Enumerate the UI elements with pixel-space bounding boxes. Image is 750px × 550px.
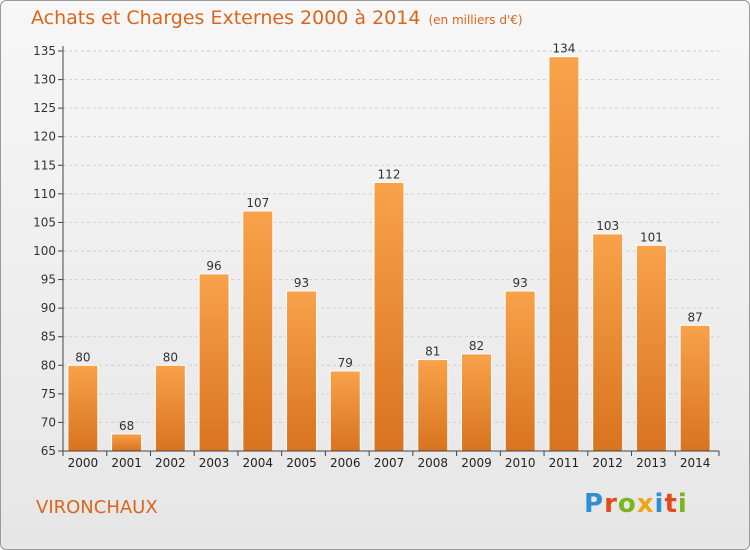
bar [592,233,624,452]
y-tick-label: 85 [41,330,56,344]
bar-value-label: 93 [294,276,309,290]
bar-value-label: 107 [246,196,269,210]
bar-value-label: 112 [378,167,401,181]
bar-value-label: 101 [640,230,663,244]
logo-letter: P [584,489,605,519]
y-tick-label: 65 [41,444,56,458]
x-tick-label: 2003 [199,456,230,470]
bar-value-label: 81 [425,345,440,359]
logo-letter: i [677,489,688,519]
logo-letter: x [636,489,655,519]
chart-title: Achats et Charges Externes 2000 à 2014 [31,7,421,29]
bar [329,370,361,452]
bar-value-label: 87 [687,310,702,324]
chart-unit: (en milliers d'€) [428,13,523,27]
bar [635,244,667,452]
bar-value-label: 134 [552,42,575,56]
y-tick-label: 100 [33,244,56,258]
bar-value-label: 79 [338,356,353,370]
y-tick-label: 115 [33,158,56,172]
bar [198,273,230,452]
x-tick-label: 2005 [286,456,317,470]
bar [504,290,536,452]
bar [679,324,711,452]
x-tick-label: 2009 [461,456,492,470]
bar-value-label: 103 [596,219,619,233]
logo-letter: t [664,489,678,519]
y-tick-label: 120 [33,130,56,144]
chart-title-block: Achats et Charges Externes 2000 à 2014 (e… [31,7,523,29]
y-tick-label: 70 [41,415,56,429]
proxiti-logo: Proxiti [584,489,688,519]
y-tick-label: 125 [33,101,56,115]
bar [111,433,143,452]
x-tick-label: 2004 [243,456,274,470]
bar-value-label: 80 [163,350,178,364]
x-tick-label: 2011 [549,456,580,470]
bar-value-label: 93 [513,276,528,290]
x-tick-label: 2001 [111,456,142,470]
y-tick-label: 135 [33,44,56,58]
x-tick-label: 2010 [505,456,536,470]
bar [373,181,405,452]
bar [67,364,99,452]
x-tick-label: 2002 [155,456,186,470]
bar [286,290,318,452]
y-tick-label: 110 [33,187,56,201]
x-tick-label: 2014 [680,456,711,470]
y-tick-label: 95 [41,273,56,287]
x-tick-label: 2012 [592,456,623,470]
bar-value-label: 96 [206,259,221,273]
bar-value-label: 80 [75,350,90,364]
y-tick-label: 75 [41,387,56,401]
logo-letter: o [617,489,637,519]
bar [548,56,580,452]
y-tick-label: 80 [41,358,56,372]
x-tick-label: 2007 [374,456,405,470]
place-name: VIRONCHAUX [36,497,158,518]
bar [242,210,274,452]
bar [460,353,492,452]
y-tick-label: 105 [33,215,56,229]
x-tick-label: 2000 [68,456,99,470]
x-tick-label: 2013 [636,456,667,470]
bar [417,359,449,452]
y-tick-label: 90 [41,301,56,315]
logo-letter: i [654,489,665,519]
x-tick-label: 2008 [417,456,448,470]
x-tick-label: 2006 [330,456,361,470]
bar-value-label: 82 [469,339,484,353]
y-tick-label: 130 [33,73,56,87]
logo-letter: r [604,489,618,519]
bar [154,364,186,452]
bar-value-label: 68 [119,419,134,433]
